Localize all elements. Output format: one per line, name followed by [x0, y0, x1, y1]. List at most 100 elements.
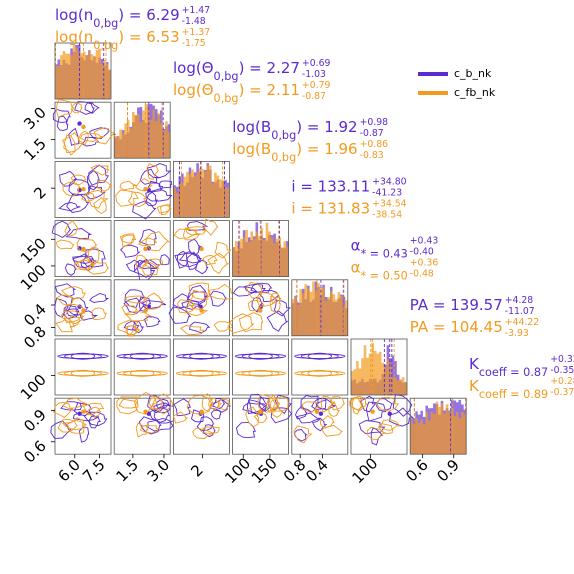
y-tick-label: 100 [17, 371, 50, 404]
contour-core [77, 121, 82, 126]
contour-line [145, 292, 164, 310]
x-tick-label: 7.5 [79, 456, 109, 486]
panel-frame [172, 160, 230, 218]
histogram-1 [113, 101, 171, 159]
contour-panel-6-3 [232, 393, 293, 455]
contour-line [186, 394, 213, 415]
contour-line [119, 233, 137, 249]
contour-line [187, 289, 209, 311]
contour-panel-5-3 [232, 338, 290, 396]
contour-line [207, 252, 230, 275]
title-sub: -41.23 [372, 187, 402, 198]
contour-core [77, 246, 82, 251]
contour-line [189, 369, 214, 377]
contour-line [72, 410, 100, 422]
contour-line [64, 263, 77, 276]
contour-line [127, 191, 149, 208]
contour-panel-3-0 [51, 220, 112, 278]
y-tick-label: 3.0 [20, 104, 50, 134]
title-sup: +1.47 [182, 5, 211, 16]
contour-line [83, 411, 108, 427]
contour-line [73, 402, 93, 417]
contour-line [86, 170, 100, 191]
contour-line [89, 415, 101, 429]
hist-c_fb_nk [410, 401, 467, 455]
contour-core [387, 411, 392, 416]
contour-core [258, 308, 263, 313]
contour-line [204, 218, 219, 236]
contour-line [253, 412, 268, 424]
title-sub: -11.07 [505, 306, 535, 317]
contour-line [187, 284, 209, 303]
title-sup: +0.28 [550, 376, 574, 387]
contour-line [301, 401, 320, 414]
histogram-4 [291, 279, 349, 337]
x-tick-label: 6.0 [54, 456, 84, 486]
contour-line [143, 316, 161, 328]
legend: c_b_nk c_fb_nk [418, 64, 548, 104]
panel-title-text: α* = 0.43 [351, 237, 408, 261]
title-sup: +0.69 [302, 58, 331, 69]
title-sub: -0.37 [550, 387, 574, 398]
contour-line [273, 299, 292, 317]
contour-line [66, 193, 90, 213]
contour-core [143, 308, 148, 313]
contour-panel-4-3 [227, 279, 292, 337]
histogram-2 [172, 160, 230, 218]
contour-line [208, 397, 223, 411]
panel-frame [350, 338, 408, 396]
title-sub: -1.03 [302, 69, 326, 80]
panel-title-text: log(Θ0,bg) = 2.27 [173, 59, 300, 83]
panel-title-text: log(Θ0,bg) = 2.11 [173, 81, 300, 105]
contour-core [81, 186, 86, 192]
contour-line [192, 427, 214, 440]
panel-title-text: PA = 104.45 [410, 318, 503, 336]
contour-line [210, 409, 222, 420]
title-sup: +1.37 [182, 27, 211, 38]
contour-line [201, 393, 214, 412]
contour-panel-3-1 [113, 220, 171, 282]
panel-title-text: log(n0,bg) = 6.29 [55, 6, 180, 30]
contour-core [258, 409, 263, 414]
panel-frame [409, 397, 467, 455]
contour-line [172, 411, 189, 424]
title-sub: -38.54 [372, 209, 402, 220]
contour-line [307, 352, 333, 360]
x-tick-label: 100 [221, 454, 254, 487]
contour-line [63, 134, 77, 156]
title-sub: -0.40 [410, 247, 434, 258]
title-sub: -1.48 [182, 16, 206, 27]
contour-line [200, 426, 220, 434]
title-sup: +0.32 [550, 354, 574, 365]
contour-panel-5-2 [172, 338, 230, 396]
contour-line [118, 398, 139, 409]
contour-line [174, 251, 202, 268]
hist-c_fb_nk [232, 222, 289, 277]
panel-frame [113, 279, 171, 337]
contour-core [199, 308, 204, 313]
contour-line [84, 102, 101, 114]
legend-swatch-c_fb_nk [418, 90, 448, 95]
contour-core [143, 409, 148, 414]
contour-line [381, 419, 401, 431]
contour-line [124, 311, 153, 322]
contour-line [56, 294, 76, 307]
panel-frame [232, 338, 290, 396]
contour-panel-6-5 [349, 394, 415, 455]
contour-line [153, 402, 171, 413]
contour-core [318, 411, 324, 416]
contour-line [140, 424, 160, 434]
contour-line [365, 401, 387, 422]
title-sub: -0.35 [550, 365, 574, 376]
contour-line [121, 304, 138, 316]
panel-title-text: log(n0,bg) = 6.53 [55, 28, 180, 52]
legend-entry: c_b_nk [418, 64, 548, 83]
contour-line [129, 369, 155, 377]
title-sub: -0.83 [360, 150, 384, 161]
y-tick-label: 100 [17, 261, 50, 294]
contour-line [68, 127, 80, 146]
contour-line [142, 262, 160, 276]
hist-c_fb_nk [351, 342, 407, 395]
contour-line [196, 416, 215, 432]
panel-frame [172, 397, 230, 455]
